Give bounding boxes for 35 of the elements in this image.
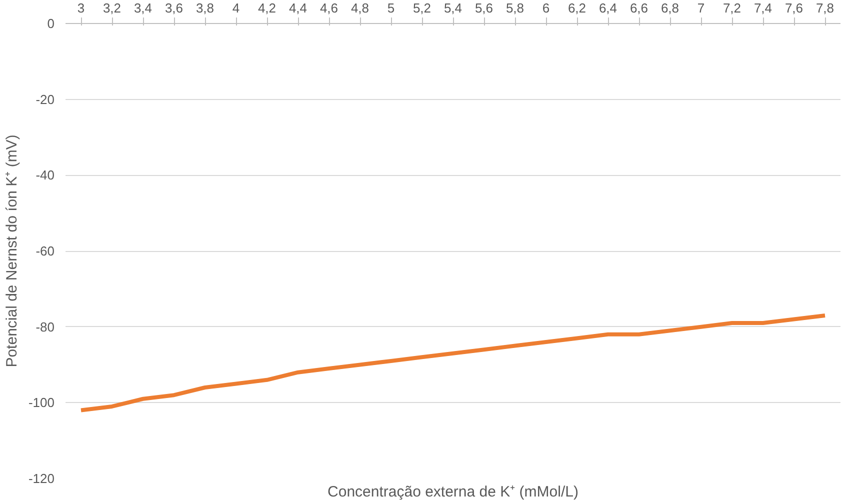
x-tick-label: 5,8 [506,0,524,16]
y-tick-label: 0 [47,16,55,31]
x-tick-label: 3,4 [134,0,152,16]
x-tick-label: 4,8 [350,0,370,16]
x-axis-title: Concentração externa de K⁺ (mMol/L) [328,484,578,500]
x-tick-label: 5,6 [474,0,494,16]
x-tick-label: 7,6 [784,0,804,16]
x-tick-label: 3,2 [102,0,122,16]
y-axis-title: Potencial de Nernst do íon K⁺ (mV) [3,134,20,368]
x-tick-label: 6,6 [630,0,648,16]
x-tick-label: 7,8 [816,0,834,16]
x-tick-label: 6 [542,0,550,16]
x-tick-label: 6,8 [660,0,680,16]
x-tick-label: 4,4 [288,0,308,16]
x-tick-label: 3,8 [196,0,214,16]
y-tick-label: -120 [28,471,55,486]
x-tick-label: 7,4 [754,0,772,16]
x-tick-label: 3 [77,0,85,16]
x-tick-label: 6,4 [598,0,618,16]
x-tick-label: 5,4 [444,0,462,16]
x-tick-label: 4,6 [320,0,338,16]
x-tick-label: 7 [697,0,705,16]
y-tick-label: -80 [36,319,55,334]
y-tick-label: -40 [36,168,55,183]
y-tick-label: -100 [28,395,55,410]
x-tick-label: 5 [387,0,395,16]
x-tick-label: 3,6 [164,0,184,16]
x-tick-label: 4,2 [258,0,276,16]
x-tick-label: 5,2 [412,0,432,16]
y-tick-label: -60 [36,244,55,258]
x-tick-label: 6,2 [568,0,586,16]
y-tick-label: -20 [36,92,55,107]
x-tick-label: 7,2 [722,0,742,16]
line-series [79,313,827,412]
x-tick-label: 4 [232,0,240,16]
